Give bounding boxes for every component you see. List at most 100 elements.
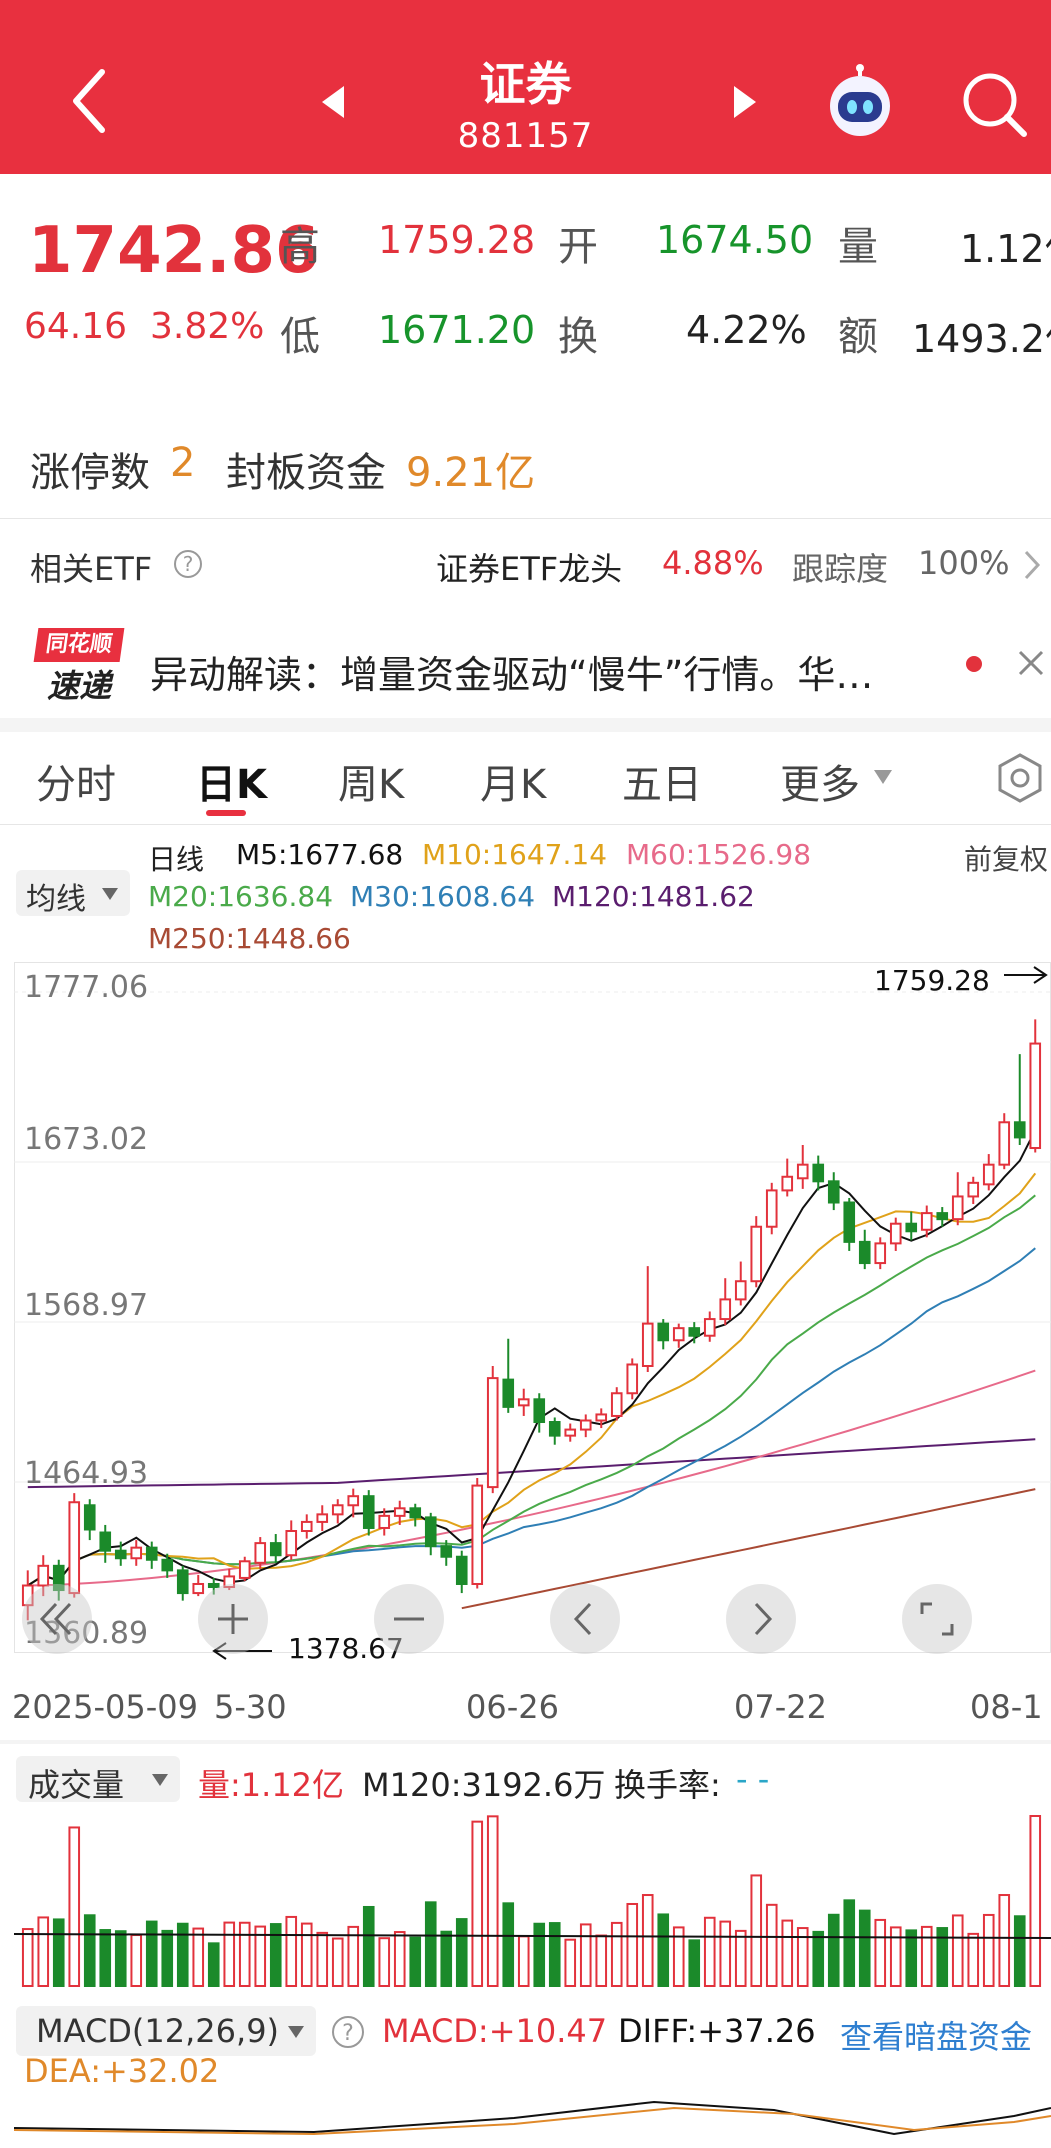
next-stock-icon[interactable] xyxy=(730,84,760,120)
volume-bar xyxy=(347,1925,360,1987)
turnover-rate-value: - - xyxy=(736,1760,770,1798)
volume-bar xyxy=(579,1923,592,1987)
date-tick: 5-30 xyxy=(214,1688,287,1726)
fullscreen-button[interactable] xyxy=(902,1584,972,1654)
candle xyxy=(657,1322,670,1342)
volume-label: 量 xyxy=(838,224,878,270)
candle xyxy=(843,1201,856,1243)
top-bar: 证券 881157 xyxy=(0,0,1051,174)
section-gap xyxy=(0,718,1051,732)
volume-bar xyxy=(254,1925,267,1987)
candle xyxy=(998,1121,1011,1166)
section-gap xyxy=(0,1740,1051,1744)
volume-bar xyxy=(750,1874,763,1987)
tab-more[interactable]: 更多 xyxy=(780,762,860,808)
help-icon[interactable]: ? xyxy=(330,2014,366,2050)
adjust-mode[interactable]: 前复权 xyxy=(964,843,1049,876)
volume-bar xyxy=(440,1930,453,1987)
candle xyxy=(517,1398,530,1407)
volume-bar xyxy=(967,1932,980,1987)
volume-bar xyxy=(920,1925,933,1987)
candlestick-chart[interactable] xyxy=(14,962,1051,1662)
active-tab-indicator xyxy=(206,810,246,816)
tab-monthly-k[interactable]: 月K xyxy=(480,762,547,808)
chart-frame xyxy=(14,962,1051,1653)
volume-bar xyxy=(827,1913,840,1987)
dark-pool-link[interactable]: 查看暗盘资金 xyxy=(840,2018,1033,2056)
volume-bar xyxy=(719,1920,732,1987)
ma-selector[interactable]: 均线 xyxy=(16,870,130,917)
date-tick: 07-22 xyxy=(734,1688,827,1726)
zoom-out-button[interactable] xyxy=(374,1584,444,1654)
volume-ma120: M120:3192.6万 xyxy=(362,1766,606,1804)
candle xyxy=(176,1569,189,1595)
volume-bar xyxy=(269,1923,282,1987)
candle xyxy=(192,1582,205,1595)
turnover-label: 换 xyxy=(558,314,598,360)
volume-bar xyxy=(83,1914,96,1987)
settings-hex-icon[interactable] xyxy=(994,752,1046,804)
candle xyxy=(300,1520,313,1533)
candle xyxy=(936,1212,949,1221)
volume-bar xyxy=(176,1922,189,1987)
tab-intraday[interactable]: 分时 xyxy=(36,762,116,808)
candle xyxy=(548,1421,561,1437)
scroll-start-button[interactable] xyxy=(22,1584,92,1654)
volume-bar xyxy=(161,1929,174,1987)
candle xyxy=(920,1212,933,1231)
zoom-in-button[interactable] xyxy=(198,1584,268,1654)
candle xyxy=(672,1327,685,1342)
double-chevron-left-icon xyxy=(39,1602,72,1636)
prev-stock-icon[interactable] xyxy=(318,84,348,120)
volume-bar xyxy=(936,1927,949,1987)
scroll-right-button[interactable] xyxy=(726,1584,796,1654)
volume-chart xyxy=(14,1815,1051,1987)
volume-bar xyxy=(812,1930,825,1987)
search-icon[interactable] xyxy=(960,70,1030,140)
robot-assistant-icon[interactable] xyxy=(822,64,898,140)
candle xyxy=(874,1242,887,1265)
back-icon[interactable] xyxy=(64,66,114,136)
svg-text:?: ? xyxy=(342,2021,354,2046)
etf-change-pct: 4.88% xyxy=(662,544,764,582)
volume-bar xyxy=(300,1922,313,1987)
tab-weekly-k[interactable]: 周K xyxy=(338,762,405,808)
volume-bar xyxy=(1029,1815,1042,1987)
volume-bar xyxy=(192,1927,205,1987)
volume-bar xyxy=(99,1929,112,1987)
candle xyxy=(626,1363,639,1395)
fullscreen-icon xyxy=(920,1602,954,1636)
date-tick: 06-26 xyxy=(466,1688,559,1726)
ma60-line xyxy=(27,1369,1036,1587)
volume-bar xyxy=(424,1901,437,1987)
candle xyxy=(316,1513,329,1523)
tab-five-day[interactable]: 五日 xyxy=(622,762,702,808)
candle xyxy=(254,1542,267,1564)
volume-selector[interactable]: 成交量 xyxy=(16,1756,180,1804)
scroll-left-button[interactable] xyxy=(550,1584,620,1654)
low-label: 低 xyxy=(280,314,320,360)
volume-bar xyxy=(533,1922,546,1987)
volume-bar xyxy=(393,1931,406,1987)
volume-bar xyxy=(455,1918,468,1987)
volume-bar xyxy=(1013,1915,1026,1987)
candle xyxy=(238,1560,251,1579)
plus-icon xyxy=(218,1604,248,1634)
candle xyxy=(130,1546,143,1560)
close-icon[interactable] xyxy=(1016,648,1046,678)
volume-bar xyxy=(409,1936,422,1987)
candle xyxy=(331,1504,344,1516)
help-icon[interactable]: ? xyxy=(172,548,204,580)
candle xyxy=(796,1163,809,1180)
tab-daily-k[interactable]: 日K xyxy=(196,762,267,808)
dea-line xyxy=(14,2106,1051,2136)
candle xyxy=(207,1582,220,1589)
minus-icon xyxy=(394,1617,424,1621)
dropdown-arrow-icon xyxy=(102,888,118,900)
macd-selector[interactable]: MACD(12,26,9) xyxy=(16,2006,316,2056)
min-price-label: 1378.67 xyxy=(288,1632,404,1665)
candle xyxy=(688,1327,701,1337)
dea-value: DEA:+32.02 xyxy=(24,2052,220,2090)
ma250-value: M250:1448.66 xyxy=(148,922,351,955)
volume-bar xyxy=(626,1902,639,1987)
